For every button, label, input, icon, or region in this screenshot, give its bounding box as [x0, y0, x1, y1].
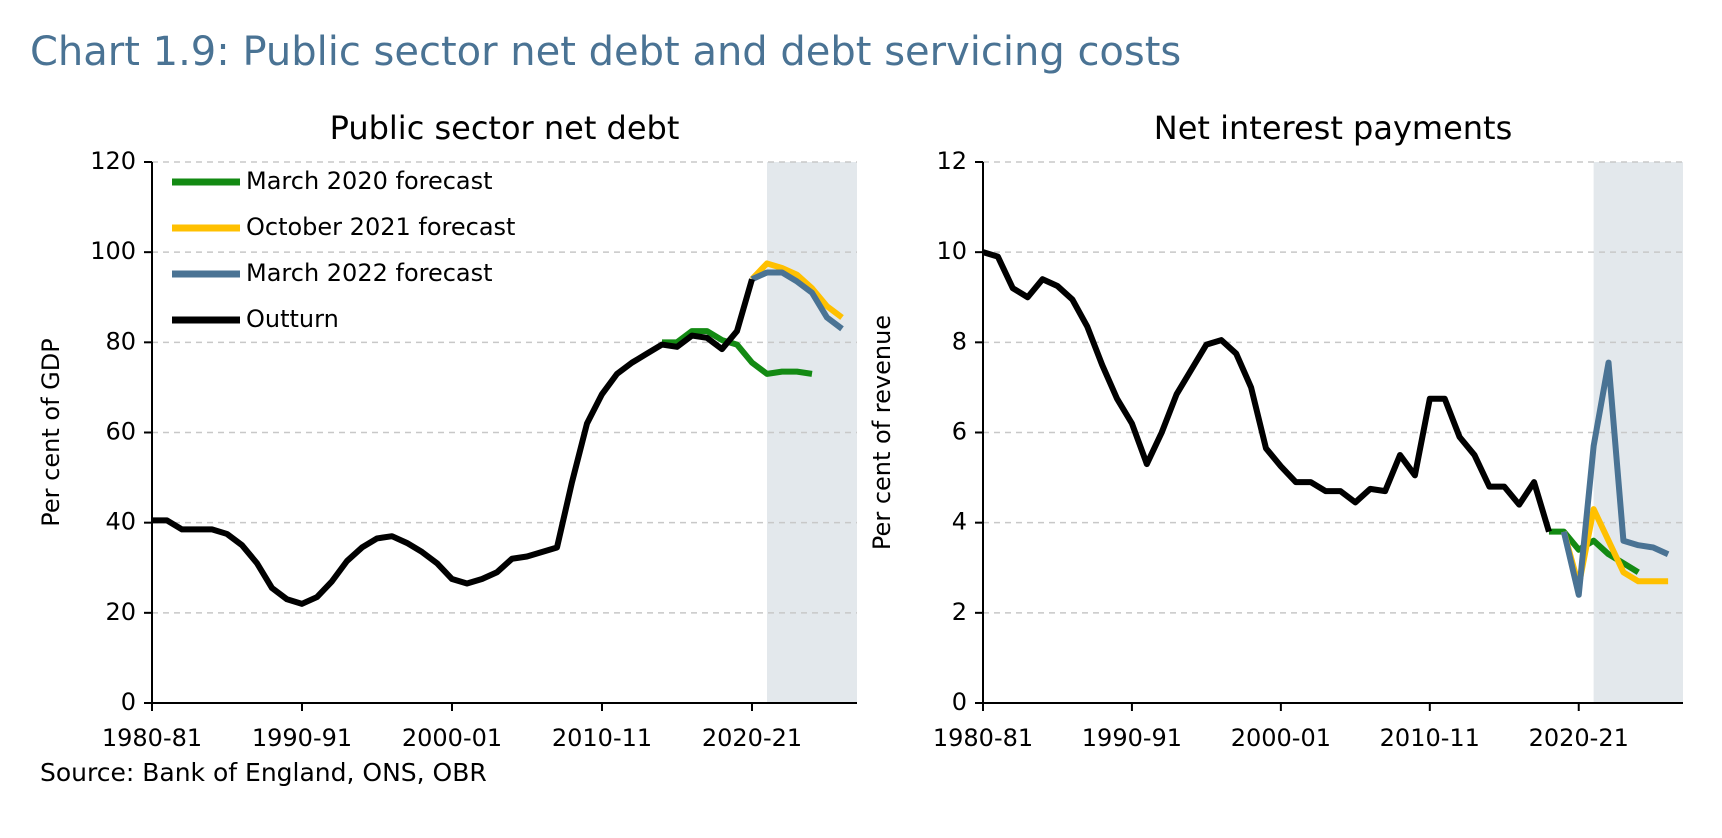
y-tick-label: 0 [952, 688, 967, 716]
page-title: Chart 1.9: Public sector net debt and de… [30, 29, 1181, 75]
y-tick-label: 100 [90, 237, 136, 265]
y-tick-label: 80 [105, 327, 136, 355]
y-axis-label: Per cent of GDP [37, 338, 65, 526]
source-note: Source: Bank of England, ONS, OBR [40, 758, 487, 787]
x-tick-label: 1990-91 [252, 724, 352, 752]
series-line [1560, 359, 1670, 598]
legend-label: Outturn [246, 305, 339, 333]
y-tick-label: 6 [952, 418, 967, 446]
x-tick-label: 2020-21 [702, 724, 802, 752]
series-line [749, 260, 844, 320]
y-tick-label: 2 [952, 598, 967, 626]
series-line [662, 328, 813, 377]
y-tick-label: 120 [90, 147, 136, 175]
x-tick-label: 2010-11 [552, 724, 652, 752]
series-line [750, 269, 844, 332]
x-tick-label: 1980-81 [102, 724, 202, 752]
y-tick-label: 10 [936, 237, 967, 265]
x-tick-label: 2020-21 [1529, 724, 1629, 752]
y-tick-label: 40 [105, 508, 136, 536]
series-line [982, 249, 1552, 533]
y-axis-label: Per cent of revenue [868, 315, 896, 550]
x-tick-label: 2010-11 [1380, 724, 1480, 752]
x-tick-label: 2000-01 [402, 724, 502, 752]
chart-title: Net interest payments [1154, 109, 1513, 147]
legend-label: March 2020 forecast [246, 167, 493, 195]
x-tick-label: 1980-81 [933, 724, 1033, 752]
y-tick-label: 0 [121, 688, 136, 716]
y-tick-label: 20 [105, 598, 136, 626]
legend-label: March 2022 forecast [246, 259, 493, 287]
y-tick-label: 12 [936, 147, 967, 175]
y-tick-label: 8 [952, 327, 967, 355]
series-line [152, 278, 755, 607]
y-tick-label: 60 [105, 418, 136, 446]
chart-title: Public sector net debt [330, 109, 680, 147]
series-line [1548, 528, 1640, 575]
x-tick-label: 1990-91 [1082, 724, 1182, 752]
legend-label: October 2021 forecast [246, 213, 515, 241]
x-tick-label: 2000-01 [1231, 724, 1331, 752]
y-tick-label: 4 [952, 508, 967, 536]
